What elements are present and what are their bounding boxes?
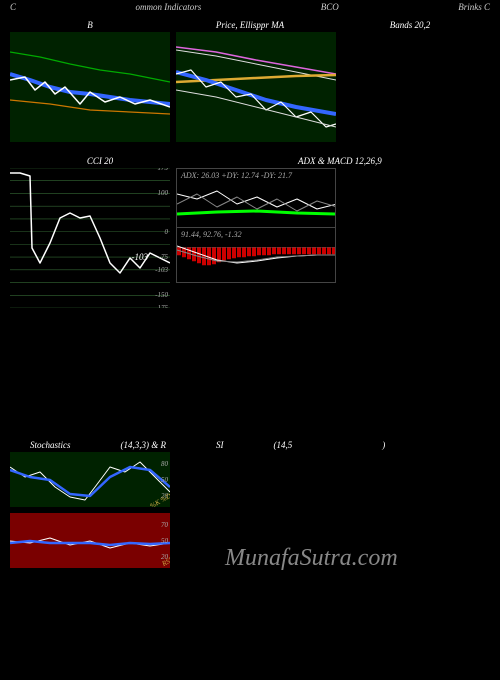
chart-price-2 <box>176 32 336 142</box>
cci-ylabel: -150 <box>155 291 168 299</box>
cci-ylabel: 0 <box>165 228 169 236</box>
title-stoch: Stochastics <box>30 440 71 450</box>
cci-current-value: -103 <box>132 252 149 262</box>
title-chart2: Price, Ellisppr MA <box>170 20 330 30</box>
macd-values: 91.44, 92.76, -1.32 <box>181 230 242 239</box>
watermark: MunafaSutra.com <box>225 545 398 572</box>
title-chart4: CCI 20 <box>20 156 180 166</box>
header-cl: ommon Indicators <box>136 2 202 12</box>
chart-rsi: 705020RSI <box>10 513 170 568</box>
cci-ylabel: 175 <box>158 168 169 172</box>
adx-macd-col: ADX: 26.03 +DY: 12.74 -DY: 21.7 91.44, 9… <box>176 168 336 283</box>
title-rsi-p: (14,5 <box>274 440 293 450</box>
header-right: Brinks C <box>458 2 490 12</box>
title-stoch-p: (14,3,3) & R <box>121 440 167 450</box>
rsi-ylabel: 50 <box>161 537 168 545</box>
chart-stochastics: 805020%K %D <box>10 452 170 507</box>
cci-ylabel: -175 <box>155 304 168 308</box>
stoch-ylabel: 80 <box>161 460 168 468</box>
title-row-2: CCI 20 ADX & MACD 12,26,9 <box>0 154 500 168</box>
title-row-1: B Price, Ellisppr MA Bands 20,2 <box>0 18 500 32</box>
title-rsi: SI <box>216 440 224 450</box>
title-chart5: ADX & MACD 12,26,9 <box>290 156 490 166</box>
chart-adx: ADX: 26.03 +DY: 12.74 -DY: 21.7 <box>176 168 336 228</box>
header-row: C ommon Indicators BCO Brinks C <box>0 0 500 14</box>
cci-ylabel: -75 <box>159 253 168 261</box>
title-chart1: B <box>10 20 170 30</box>
chart-cci: 175 100 0 -75 -103 -150 -175 -103 <box>10 168 170 308</box>
title-chart3: Bands 20,2 <box>330 20 490 30</box>
chart-row-1 <box>0 32 500 142</box>
rsi-ylabel: 70 <box>161 521 168 529</box>
title-row-3: Stochastics (14,3,3) & R SI (14,5 ) <box>0 438 500 452</box>
chart-price-1 <box>10 32 170 142</box>
title-rsi-close: ) <box>382 440 385 450</box>
chart-row-2: 175 100 0 -75 -103 -150 -175 -103 ADX: 26.03 +D… <box>0 168 500 308</box>
header-left: C <box>10 2 16 12</box>
chart-macd: 91.44, 92.76, -1.32 <box>176 228 336 283</box>
cci-ylabel: 100 <box>158 189 169 197</box>
header-cr: BCO <box>321 2 339 12</box>
cci-ylabel: -103 <box>155 266 168 274</box>
adx-values: ADX: 26.03 +DY: 12.74 -DY: 21.7 <box>181 171 292 180</box>
stoch-ylabel: 50 <box>161 476 168 484</box>
